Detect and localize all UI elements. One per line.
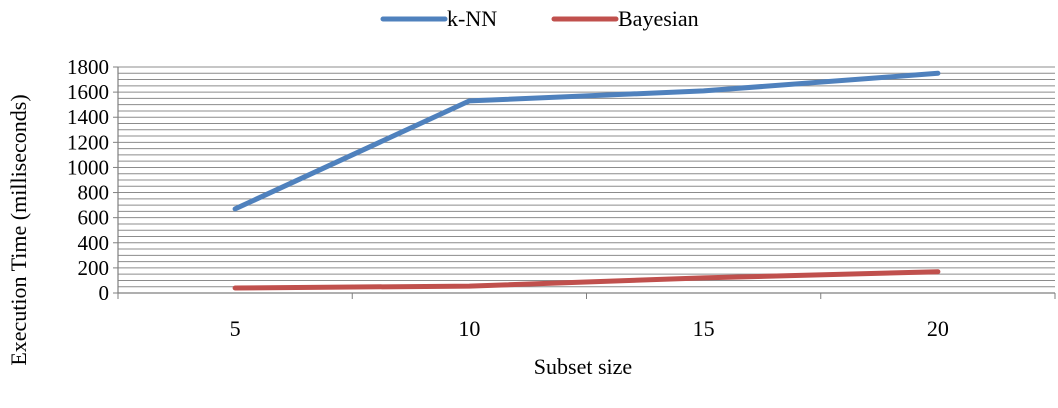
y-tick-label: 1600 <box>67 80 109 104</box>
x-tick-label: 5 <box>230 316 241 341</box>
axes <box>117 67 1056 299</box>
y-tick-label: 200 <box>78 256 110 280</box>
y-tick-label: 600 <box>78 206 110 230</box>
y-tick-label: 0 <box>99 281 110 305</box>
y-tick-label: 1400 <box>67 105 109 129</box>
y-tick-label: 800 <box>78 181 110 205</box>
series-line-bayesian <box>232 269 941 291</box>
series-line-k-nn <box>232 70 941 212</box>
x-tick-labels: 5 10 15 20 <box>230 316 949 341</box>
y-tick-label: 1200 <box>67 130 109 154</box>
x-axis-label: Subset size <box>534 354 632 379</box>
x-tick-label: 15 <box>693 316 715 341</box>
x-tick-label: 10 <box>458 316 480 341</box>
series-lines <box>232 70 941 291</box>
legend-label: k-NN <box>447 6 497 31</box>
gridlines <box>118 66 1055 288</box>
y-tick-label: 400 <box>78 231 110 255</box>
y-axis-label: Execution Time (milliseconds) <box>6 94 31 365</box>
y-tick-label: 1000 <box>67 155 109 179</box>
legend-label: Bayesian <box>618 6 699 31</box>
legend: k-NN Bayesian <box>380 6 699 31</box>
x-tick-label: 20 <box>927 316 949 341</box>
y-tick-label: 1800 <box>67 55 109 79</box>
